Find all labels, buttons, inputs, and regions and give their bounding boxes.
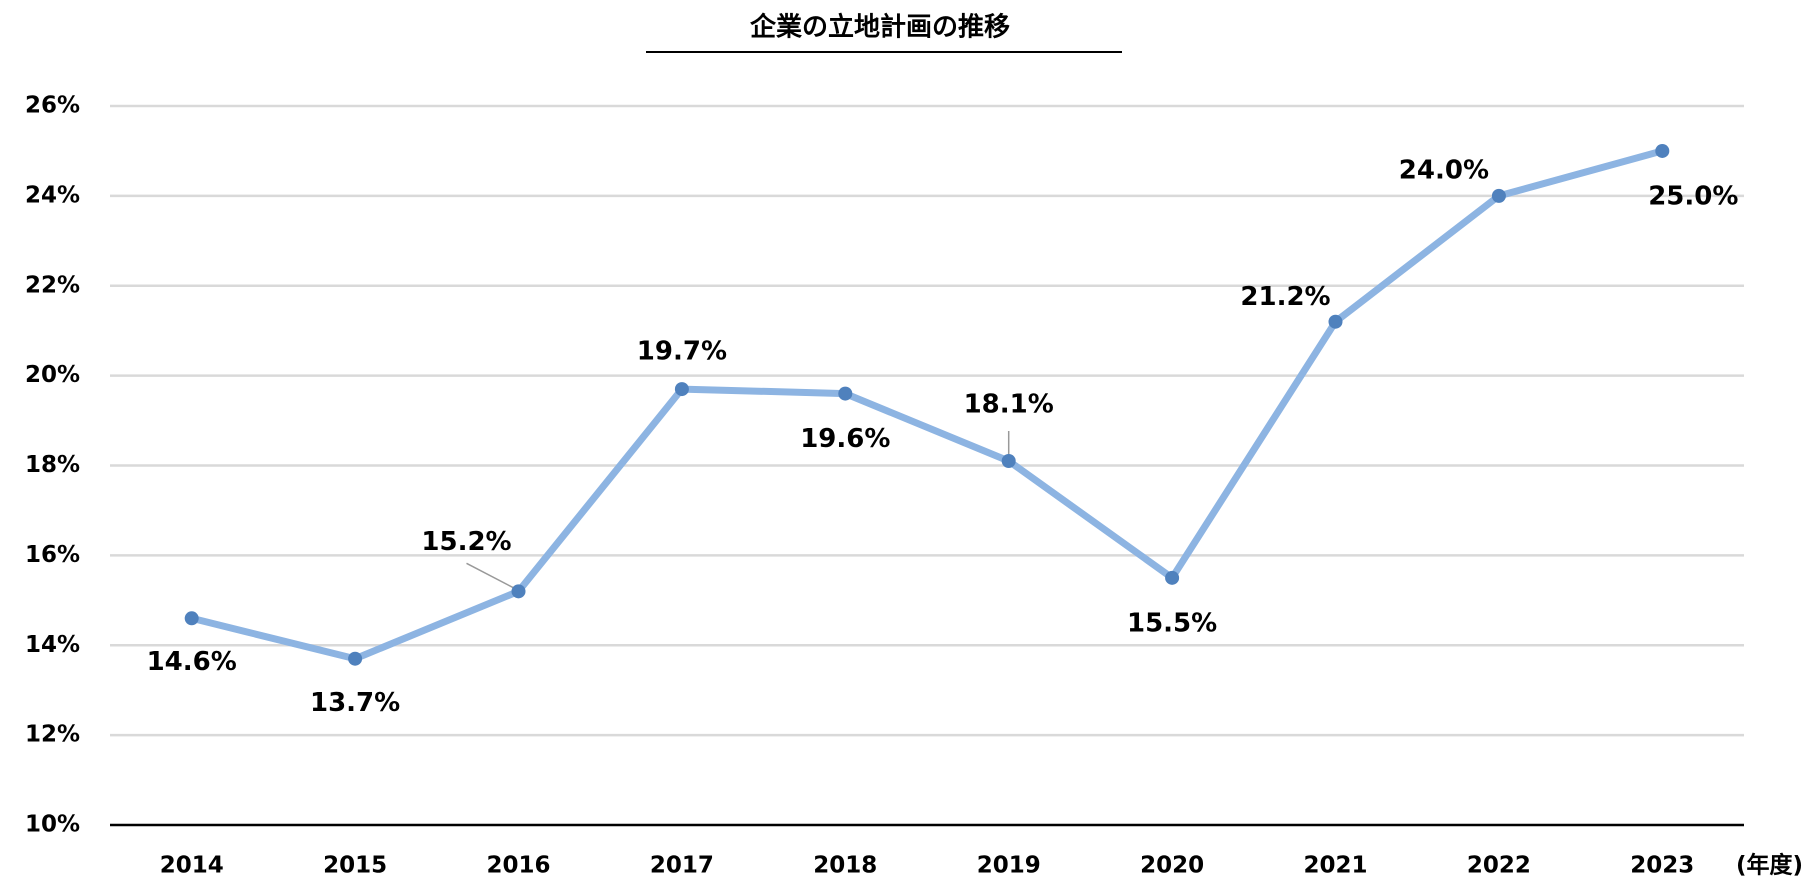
y-tick-label: 16% xyxy=(25,542,80,568)
leader-line xyxy=(466,562,515,589)
y-tick-label: 18% xyxy=(25,452,80,478)
data-label: 25.0% xyxy=(1648,181,1738,211)
marker xyxy=(511,584,526,599)
data-label: 15.2% xyxy=(421,527,511,557)
x-tick-label: 2018 xyxy=(813,853,877,879)
y-tick-label: 24% xyxy=(25,182,80,208)
x-tick-label: 2015 xyxy=(323,853,387,879)
x-tick-label: 2014 xyxy=(160,853,224,879)
x-tick-label: 2016 xyxy=(486,853,550,879)
y-tick-label: 10% xyxy=(25,812,80,838)
data-label: 19.6% xyxy=(800,424,890,454)
marker xyxy=(1328,314,1343,329)
data-label: 14.6% xyxy=(147,647,237,677)
x-tick-label: 2017 xyxy=(650,853,714,879)
data-label: 13.7% xyxy=(310,688,400,718)
x-tick-label: 2019 xyxy=(977,853,1041,879)
data-label: 18.1% xyxy=(964,390,1054,420)
marker xyxy=(348,651,363,666)
data-label: 24.0% xyxy=(1399,155,1489,185)
data-label: 15.5% xyxy=(1127,608,1217,638)
x-tick-label: 2020 xyxy=(1140,853,1204,879)
data-label: 21.2% xyxy=(1240,282,1330,312)
chart-title: 企業の立地計画の推移 xyxy=(750,12,1010,43)
x-axis-label: (年度) xyxy=(1736,852,1803,879)
y-tick-label: 22% xyxy=(25,272,80,298)
marker xyxy=(838,386,853,401)
series-line xyxy=(190,147,1664,663)
data-label: 19.7% xyxy=(637,337,727,367)
x-tick-label: 2023 xyxy=(1630,853,1694,879)
marker xyxy=(1655,143,1670,158)
marker xyxy=(674,382,689,397)
y-tick-label: 12% xyxy=(25,722,80,748)
y-tick-label: 14% xyxy=(25,632,80,658)
y-tick-label: 26% xyxy=(25,93,80,119)
x-tick-label: 2022 xyxy=(1467,853,1531,879)
marker xyxy=(184,611,199,626)
y-tick-label: 20% xyxy=(25,362,80,388)
x-tick-label: 2021 xyxy=(1303,853,1367,879)
marker xyxy=(1001,454,1016,469)
marker xyxy=(1165,570,1180,585)
marker xyxy=(1491,188,1506,203)
